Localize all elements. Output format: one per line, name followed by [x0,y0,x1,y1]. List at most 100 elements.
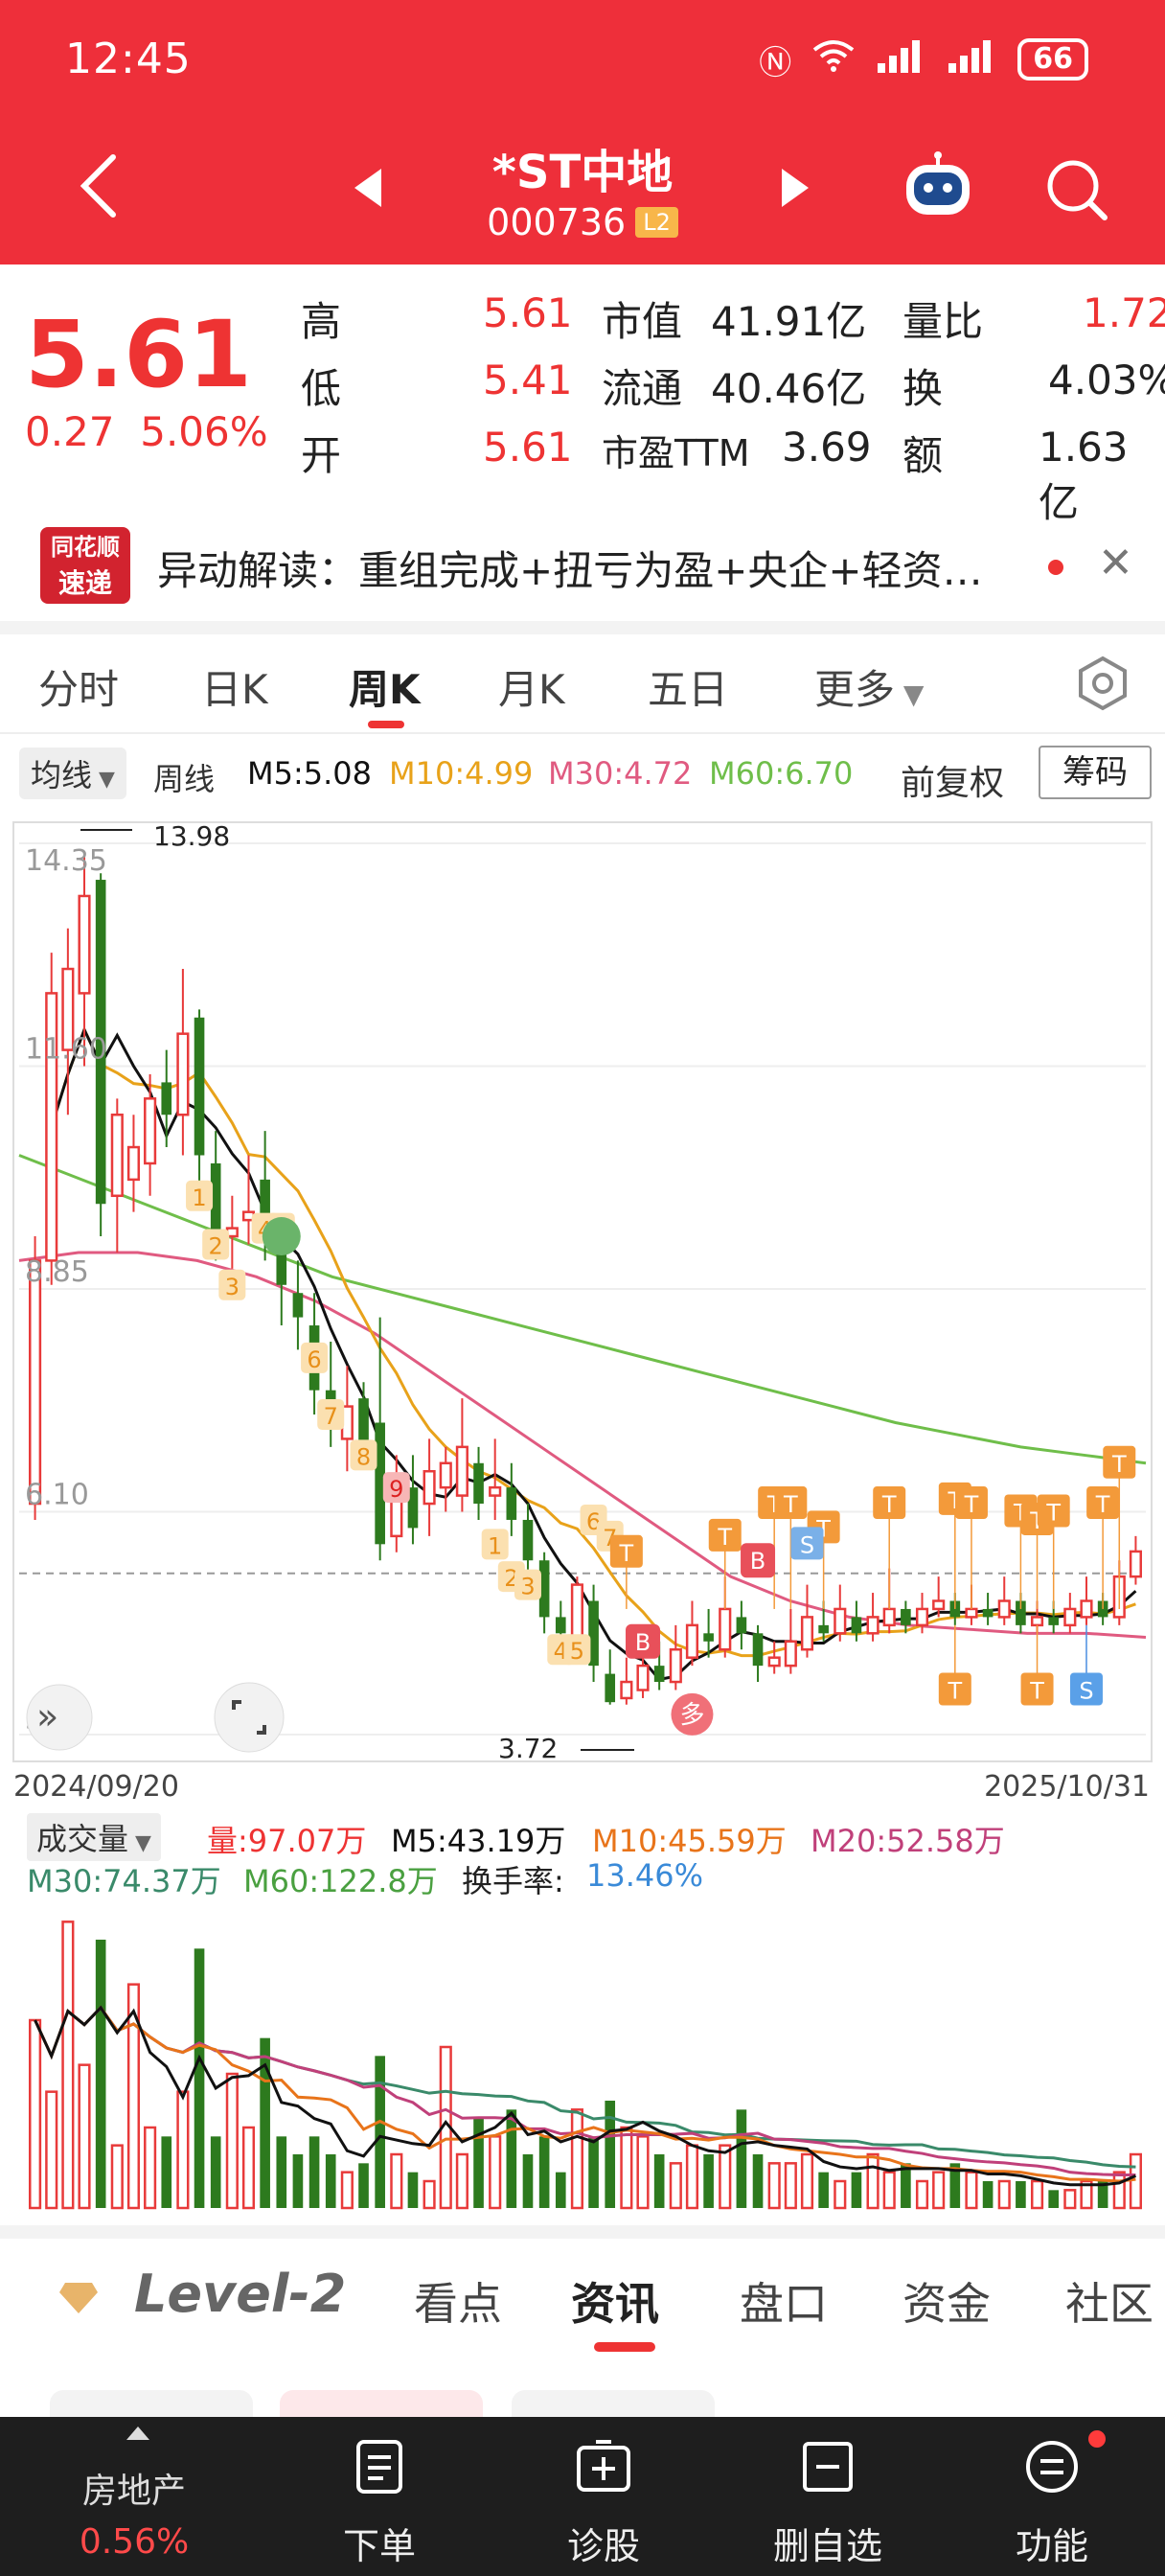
news-logo: 同花顺 速递 [40,527,130,604]
tab-intraday[interactable]: 分时 [38,666,120,713]
chart-frame [12,821,1153,1762]
volume-bar [703,2154,714,2208]
adjust-mode[interactable]: 前复权 [901,764,1005,803]
candle-body [1048,1617,1060,1625]
volume-chart[interactable] [0,1903,1165,2210]
volume-bar [1080,2179,1093,2210]
sequence-tag-label: 3 [520,1574,535,1600]
tab-news[interactable]: 资讯 [571,2278,659,2330]
change-value: 0.27 [25,408,115,455]
sequence-tag-label: 2 [209,1233,223,1260]
ma10-value: M10:4.99 [389,755,534,792]
tab-community[interactable]: 社区 [1065,2278,1154,2330]
candle-body [194,1017,205,1156]
chip-button[interactable]: 筹码 [1039,746,1152,799]
signal-S [790,1527,824,1560]
sequence-tag-label: 1 [192,1184,206,1211]
candle-body [555,1617,566,1634]
tab-weekly[interactable]: 周K [349,666,421,713]
candle-body [110,1113,124,1198]
expand-icon[interactable]: » [26,1684,93,1751]
change-percent: 5.06% [140,408,268,455]
dropdown-arrow-icon: ▼ [92,768,115,792]
signal-T [609,1534,643,1568]
svg-text:»: » [36,1695,58,1737]
news-text[interactable]: 异动解读：重组完成+扭亏为盈+央企+轻资… [157,547,983,594]
ma30-line [18,1251,1147,1640]
volume-bar [653,2154,665,2208]
candle-body [1063,1607,1077,1627]
turnover-label: 换手率: [462,1863,564,1899]
settings-icon[interactable] [1075,656,1131,711]
volume-m10: M10:45.59万 [592,1823,787,1859]
signal-T-label: T [1095,1491,1110,1518]
tab-daily[interactable]: 日K [201,666,268,713]
kline-chart[interactable]: 1234567891234567TTTTTTTTTTTTTTTSBBS多 14.… [0,815,1165,1807]
tab-more[interactable]: 更多 ▼ [814,657,924,716]
candle-body [1016,1600,1026,1625]
quote-label-high: 高 [301,298,342,345]
robot-assistant-icon[interactable] [899,151,977,220]
tab-five-day[interactable]: 五日 [648,666,729,713]
candle-body [932,1599,946,1611]
ma-dropdown[interactable]: 均线 ▼ [19,748,126,799]
volume-bar [340,2171,354,2210]
volume-bar [1030,2179,1044,2210]
divider [0,621,1165,634]
quote-turnover: 4.03% [1048,356,1165,403]
sector-name: 房地产 [81,2472,186,2511]
candle-body [767,1656,781,1668]
tab-capital[interactable]: 资金 [902,2278,991,2330]
signal-B [741,1543,776,1578]
level2-label[interactable]: Level-2 [134,2264,347,2324]
candle-body [818,1624,829,1634]
search-icon[interactable] [1044,157,1109,222]
volume-bar [570,2108,583,2210]
tab-highlights[interactable]: 看点 [414,2278,502,2330]
quote-label-open: 开 [301,432,342,479]
signal-icon-2 [947,38,996,81]
volume-bar [915,2179,929,2210]
tab-monthly[interactable]: 月K [498,666,565,713]
volume-bar [866,2152,879,2210]
nav-functions-label: 功能 [1015,2525,1088,2567]
news-logo-line2: 速递 [57,567,112,599]
volume-bar [78,2063,91,2210]
quote-label-pe: 市盈TTM [602,432,750,474]
signal-T [1086,1486,1120,1520]
volume-bar [882,2171,896,2210]
quote-label-turnover: 换 [902,365,944,412]
up-arrow-icon [126,2426,149,2440]
volume-bar [767,2162,781,2210]
signal-duo-label: 多 [679,1701,704,1730]
next-stock-icon[interactable] [782,169,809,207]
news-banner[interactable]: 同花顺 速递 异动解读：重组完成+扭亏为盈+央企+轻资… ✕ [0,518,1165,613]
candle-body [685,1623,699,1659]
signal-T [1020,1672,1054,1706]
volume-bar [126,1983,141,2210]
volume-bar [423,2179,436,2210]
signal-T-label: T [1045,1500,1061,1527]
back-button[interactable] [75,151,123,233]
volume-bar [241,2126,256,2210]
volume-bars [29,1920,1142,2210]
ma30-value: M30:4.72 [548,755,693,792]
volume-dropdown[interactable]: 成交量 ▼ [27,1813,161,1861]
divider [0,2225,1165,2239]
volume-bar [473,2118,484,2208]
quote-label-amount: 额 [902,432,944,479]
volume-bar [292,2154,304,2208]
signal-T-label: T [619,1540,634,1567]
volume-m60: M60:122.8万 [243,1863,438,1899]
volume-bar [225,2072,239,2210]
functions-icon [1023,2438,1081,2496]
candle-body [29,1259,42,1506]
fullscreen-icon[interactable] [214,1682,285,1753]
quote-label-mcap: 市值 [602,298,683,345]
volume-bar [588,2136,599,2208]
candle-body [588,1600,599,1667]
close-icon[interactable]: ✕ [1098,539,1133,587]
tab-orderbook[interactable]: 盘口 [740,2278,828,2330]
candle-body [276,1244,287,1285]
prev-stock-icon[interactable] [354,169,381,207]
